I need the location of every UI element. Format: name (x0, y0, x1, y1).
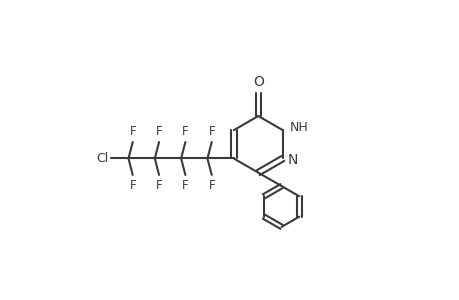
Text: F: F (129, 125, 136, 138)
Text: F: F (182, 125, 188, 138)
Text: F: F (208, 125, 214, 138)
Text: F: F (156, 125, 162, 138)
Text: F: F (208, 178, 214, 192)
Text: O: O (252, 75, 263, 88)
Text: F: F (129, 178, 136, 192)
Text: NH: NH (289, 122, 308, 134)
Text: F: F (156, 178, 162, 192)
Text: F: F (182, 178, 188, 192)
Text: Cl: Cl (96, 152, 108, 165)
Text: N: N (287, 153, 297, 167)
